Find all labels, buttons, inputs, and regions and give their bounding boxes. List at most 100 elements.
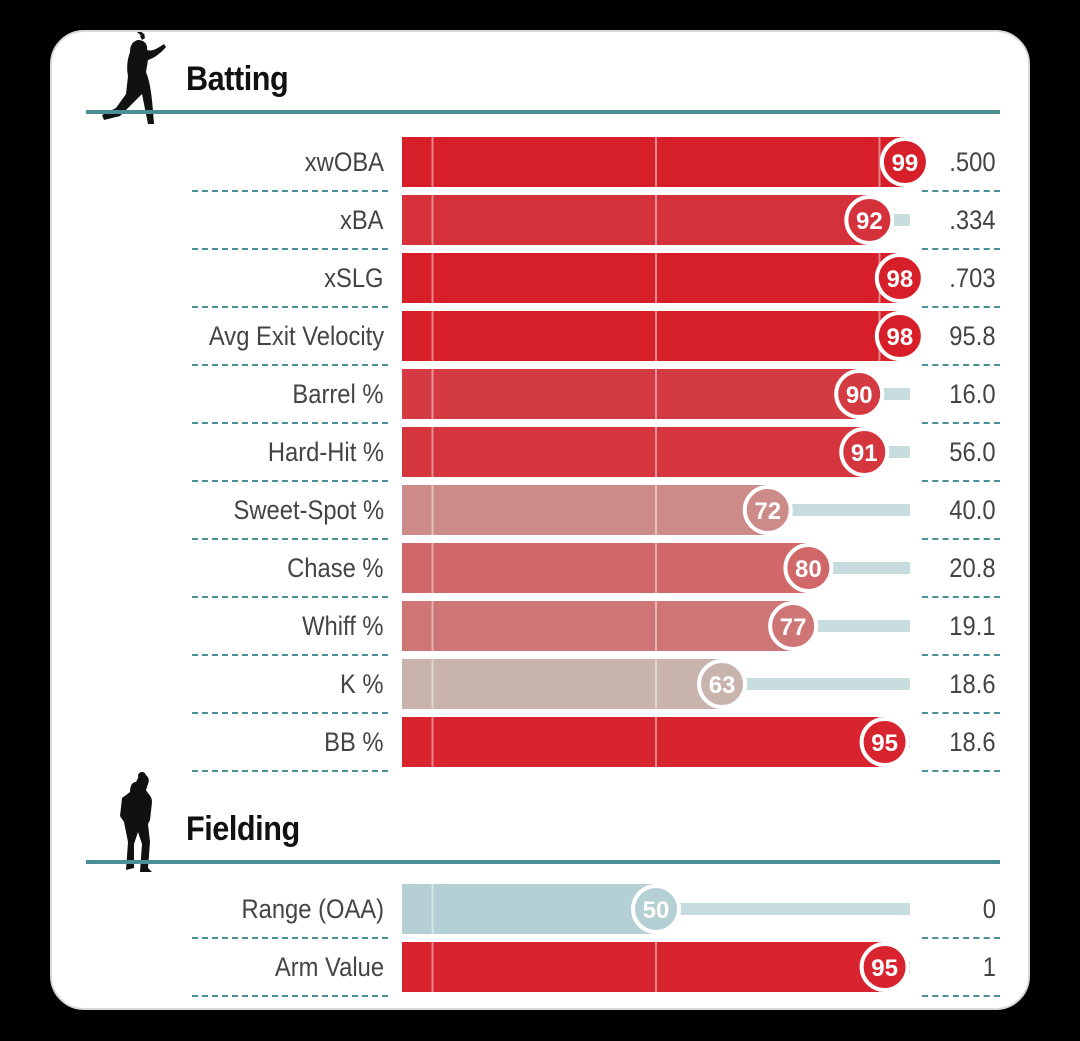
percentile-text-arm-value: 95 [871, 955, 898, 982]
row-divider [922, 422, 1000, 424]
guide-line [431, 543, 434, 593]
percentile-bar-bb [402, 717, 885, 767]
row-divider [192, 538, 388, 540]
row-divider [922, 364, 1000, 366]
guide-line [655, 253, 657, 303]
percentile-badge-range-oaa [631, 884, 681, 934]
percentile-bar-arm-value [402, 942, 885, 992]
guide-line [431, 942, 434, 992]
row-divider [192, 596, 388, 598]
metric-value-chase: 20.8 [949, 553, 996, 583]
metric-value-arm-value: 1 [982, 952, 996, 982]
batter-silhouette-icon [102, 32, 166, 124]
metric-value-sweet-spot: 40.0 [949, 495, 996, 525]
metric-label-barrel: Barrel % [292, 379, 384, 409]
guide-line [655, 137, 657, 187]
metric-value-barrel: 16.0 [949, 379, 996, 409]
guide-line [431, 311, 434, 361]
percentile-badge-k [697, 659, 748, 709]
guide-line [655, 311, 657, 361]
percentile-badge-whiff [768, 601, 819, 651]
percentile-text-range-oaa: 50 [643, 897, 670, 924]
batting-title: Batting [186, 60, 289, 98]
guide-line [431, 884, 434, 934]
guide-line [655, 543, 657, 593]
metric-label-chase: Chase % [287, 553, 384, 583]
percentile-bar-k [402, 659, 723, 709]
percentile-text-barrel: 90 [846, 382, 873, 409]
percentile-card: Batting Fielding xwOBA .500 xBA .334 xSLG .70… [50, 30, 1030, 1010]
row-divider [192, 480, 388, 482]
row-divider [922, 538, 1000, 540]
metric-label-xslg: xSLG [324, 263, 384, 293]
metric-label-bb: BB % [324, 727, 384, 757]
percentile-badge-bb [859, 717, 910, 767]
metric-value-k: 18.6 [949, 669, 996, 699]
fielding-title: Fielding [186, 810, 300, 848]
metric-label-k: K % [340, 669, 384, 699]
metric-label-range-oaa: Range (OAA) [241, 894, 384, 924]
row-divider [922, 596, 1000, 598]
metric-value-hard-hit: 56.0 [949, 437, 996, 467]
row-divider [922, 712, 1000, 714]
percentile-text-sweet-spot: 72 [754, 498, 781, 525]
row-divider [192, 770, 388, 772]
metric-value-avg-exit-velocity: 95.8 [949, 321, 996, 351]
guide-line [878, 137, 881, 187]
row-divider [922, 248, 1000, 250]
guide-line [431, 253, 434, 303]
metric-label-avg-exit-velocity: Avg Exit Velocity [208, 321, 384, 351]
percentile-bar-range-oaa [402, 884, 656, 934]
percentile-bar-hard-hit [402, 427, 865, 477]
metric-label-sweet-spot: Sweet-Spot % [233, 495, 384, 525]
percentile-badge-hard-hit [839, 427, 890, 477]
row-divider [922, 770, 1000, 772]
percentile-bar-sweet-spot [402, 485, 768, 535]
guide-line [655, 427, 657, 477]
percentile-text-whiff: 77 [780, 614, 807, 641]
row-divider [922, 995, 1000, 997]
fielder-silhouette-icon [120, 772, 152, 872]
percentile-badge-arm-value [859, 942, 910, 992]
row-divider [922, 480, 1000, 482]
row-divider [192, 248, 388, 250]
guide-line [431, 195, 434, 245]
metric-value-whiff: 19.1 [949, 611, 996, 641]
row-divider [922, 937, 1000, 939]
row-divider [192, 654, 388, 656]
metric-label-xba: xBA [340, 205, 384, 235]
percentile-track-whiff [793, 620, 910, 632]
percentile-bar-xba [402, 195, 870, 245]
guide-line [655, 601, 657, 651]
guide-line [655, 369, 657, 419]
guide-line [655, 659, 657, 709]
percentile-badge-avg-exit-velocity [874, 311, 925, 361]
metric-value-xba: .334 [949, 205, 996, 235]
fielding-rule [86, 860, 1000, 864]
guide-line [431, 659, 434, 709]
guide-line [431, 485, 434, 535]
batting-rule [86, 110, 1000, 114]
metric-label-hard-hit: Hard-Hit % [267, 437, 384, 467]
percentile-badge-barrel [834, 369, 885, 419]
percentile-bar-avg-exit-velocity [402, 311, 900, 361]
metric-value-xslg: .703 [949, 263, 996, 293]
metric-value-bb: 18.6 [949, 727, 996, 757]
row-divider [922, 654, 1000, 656]
metric-value-xwoba: .500 [949, 147, 996, 177]
percentile-bar-chase [402, 543, 809, 593]
percentile-bar-xslg [402, 253, 900, 303]
percentile-badge-xslg [874, 253, 925, 303]
guide-line [431, 369, 434, 419]
row-divider [922, 190, 1000, 192]
metric-label-arm-value: Arm Value [274, 952, 384, 982]
row-divider [192, 937, 388, 939]
percentile-text-chase: 80 [795, 556, 822, 583]
row-divider [192, 422, 388, 424]
metric-label-xwoba: xwOBA [304, 147, 384, 177]
row-divider [192, 364, 388, 366]
guide-line [431, 427, 434, 477]
percentile-track-range-oaa [656, 903, 910, 915]
guide-line [655, 195, 657, 245]
guide-line [431, 717, 434, 767]
